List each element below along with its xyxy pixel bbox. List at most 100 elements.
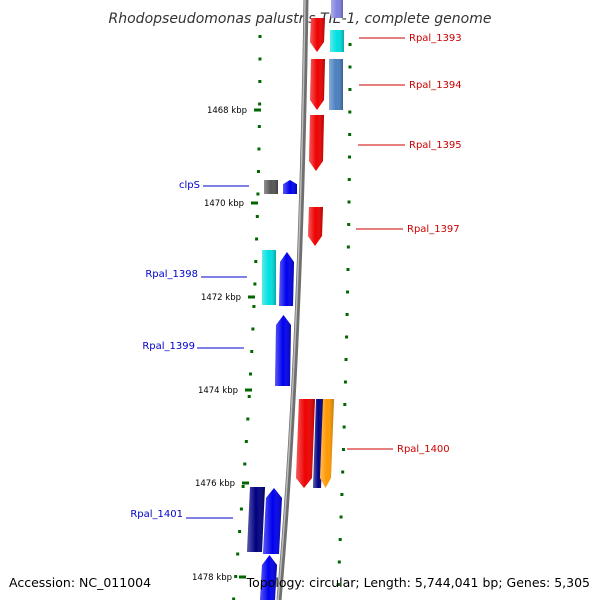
gene-label-rpal-1397[interactable]: Rpal_1397 [356, 224, 460, 235]
track-dot [257, 147, 261, 151]
track-dot [252, 305, 256, 308]
tick-label: 1468 kbp [207, 106, 247, 116]
genome-summary-text: Topology: circular; Length: 5,744,041 bp… [246, 575, 590, 590]
track-dot [257, 125, 261, 128]
track-dot [346, 290, 350, 294]
track-dot [343, 380, 347, 384]
gene-features [247, 0, 344, 600]
track-dot [344, 358, 348, 361]
gene-label-rpal-1400[interactable]: Rpal_1400 [347, 444, 450, 455]
gene-label-clps[interactable]: clpS [179, 180, 249, 191]
gene-label-rpal-1394[interactable]: Rpal_1394 [359, 80, 462, 91]
gene-bottom-glyph[interactable] [260, 555, 277, 600]
gene-rpal-1400-glyph[interactable] [296, 399, 315, 488]
track-dot [339, 515, 343, 519]
gene-label-rpal-1399[interactable]: Rpal_1399 [142, 341, 244, 352]
gene-label-text[interactable]: Rpal_1397 [407, 224, 460, 235]
gene-label-text[interactable]: Rpal_1398 [145, 269, 198, 280]
track-dot [341, 470, 345, 474]
tick-label: 1472 kbp [201, 293, 241, 303]
track-dot [346, 268, 350, 271]
gene-label-text[interactable]: Rpal_1399 [142, 341, 195, 352]
track-dot [347, 200, 351, 204]
track-dot [348, 133, 352, 136]
tick-mark [242, 481, 249, 485]
gene-label-text[interactable]: Rpal_1393 [409, 33, 462, 44]
track-dot [348, 43, 352, 46]
gene-rpal-1394-steel-glyph[interactable] [329, 59, 343, 110]
track-dot [336, 583, 340, 586]
backbone-line [276, 0, 309, 600]
backbone-highlight [277, 0, 306, 600]
track-dot [343, 403, 347, 406]
tick-label: 1476 kbp [195, 479, 235, 489]
track-dot [345, 313, 349, 316]
track-dot [246, 417, 250, 421]
track-dot [348, 88, 352, 91]
tick-mark [245, 388, 252, 392]
gene-clps-glyph[interactable] [283, 180, 297, 194]
track-dot [251, 327, 255, 331]
gene-rpal-1401-navy-glyph[interactable] [247, 487, 265, 552]
track-dot [250, 350, 254, 353]
gene-rpal-1397-glyph[interactable] [308, 207, 323, 246]
track-dot [348, 65, 352, 69]
map-title: Rhodopseudomonas palustris TIE-1, comple… [109, 11, 492, 27]
tick-labels: 1468 kbp 1470 kbp 1472 kbp 1474 kbp 1476 kbp… [192, 106, 261, 583]
gene-label-text[interactable]: Rpal_1400 [397, 444, 450, 455]
track-dot [256, 170, 260, 173]
tick-dots [232, 35, 352, 600]
gene-rpal-1395-glyph[interactable] [309, 115, 324, 171]
gene-rpal-1393-cyan-glyph[interactable] [330, 30, 344, 52]
tick-mark [251, 201, 258, 205]
track-dot [340, 493, 344, 496]
track-dot [338, 538, 342, 541]
track-dot [258, 80, 262, 83]
gene-label-rpal-1398[interactable]: Rpal_1398 [145, 269, 247, 280]
track-dot [238, 530, 242, 533]
track-dot [255, 237, 259, 241]
gene-label-rpal-1393[interactable]: Rpal_1393 [359, 33, 462, 44]
gene-rpal-1400-orange-glyph[interactable] [320, 399, 334, 488]
tick-label: 1470 kbp [204, 199, 244, 209]
track-dot [247, 395, 251, 398]
gene-rpal-1398-glyph[interactable] [279, 252, 294, 306]
track-dot [342, 425, 346, 429]
accession-text: Accession: NC_011004 [9, 575, 151, 590]
track-dot [258, 35, 262, 38]
track-dot [348, 110, 352, 114]
gene-clps-gray-glyph[interactable] [264, 180, 278, 194]
track-dot [337, 560, 341, 564]
tick-mark [239, 575, 246, 579]
gene-label-rpal-1401[interactable]: Rpal_1401 [130, 509, 233, 520]
track-dot [256, 192, 260, 196]
track-dot [258, 102, 262, 106]
tick-label: 1474 kbp [198, 386, 238, 396]
gene-label-rpal-1395[interactable]: Rpal_1395 [358, 140, 462, 151]
gene-label-text[interactable]: Rpal_1394 [409, 80, 462, 91]
track-dot [249, 372, 253, 376]
track-dot [254, 260, 258, 263]
track-dot [347, 155, 351, 159]
gene-rpal-1393-glyph[interactable] [310, 18, 325, 52]
track-dot [347, 223, 351, 226]
track-dot [241, 485, 245, 488]
gene-rpal-1394-glyph[interactable] [310, 59, 325, 110]
track-dot [243, 462, 247, 466]
track-dot [244, 440, 248, 443]
gene-label-text[interactable]: Rpal_1401 [130, 509, 183, 520]
gene-labels: Rpal_1393 Rpal_1394 Rpal_1395 Rpal_1397 Rpal… [130, 33, 461, 520]
gene-label-text[interactable]: clpS [179, 180, 200, 191]
gene-rpal-1399-glyph[interactable] [275, 315, 291, 386]
backbone-track [276, 0, 309, 600]
track-dot [234, 575, 238, 578]
gene-top-lavender-glyph[interactable] [331, 0, 343, 18]
gene-rpal-1398-cyan-glyph[interactable] [262, 250, 276, 305]
gene-label-text[interactable]: Rpal_1395 [409, 140, 462, 151]
track-dot [239, 507, 243, 511]
track-dot [341, 448, 345, 451]
track-dot [255, 215, 259, 218]
gene-rpal-1401-glyph[interactable] [263, 488, 282, 554]
tick-mark [254, 108, 261, 112]
